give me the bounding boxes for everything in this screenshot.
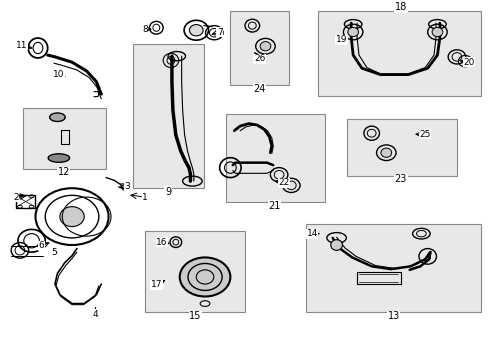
Bar [347,119,457,176]
Text: 18: 18 [395,3,407,12]
Ellipse shape [348,27,359,37]
Text: 12: 12 [57,167,70,177]
Text: 22: 22 [278,179,290,188]
Text: 13: 13 [388,311,400,321]
Ellipse shape [260,42,271,51]
Text: 17: 17 [150,280,162,289]
Text: 23: 23 [395,174,407,184]
Ellipse shape [331,240,343,250]
Text: 13: 13 [388,311,399,320]
Text: 9: 9 [165,187,171,196]
Text: 21: 21 [268,201,280,211]
Text: 9: 9 [165,187,171,197]
Text: 14: 14 [307,229,318,238]
Text: 16: 16 [156,238,168,247]
Ellipse shape [49,113,65,121]
Ellipse shape [381,148,392,157]
Text: 21: 21 [269,202,280,211]
Text: 4: 4 [92,310,98,319]
Text: 7: 7 [217,27,222,36]
Ellipse shape [190,24,203,36]
Text: 6: 6 [39,241,44,250]
Ellipse shape [48,154,70,162]
Text: 15: 15 [189,311,201,321]
Text: 3: 3 [124,182,130,191]
Text: 26: 26 [254,54,265,63]
Text: 5: 5 [51,248,57,257]
Ellipse shape [60,207,84,226]
Text: 24: 24 [253,84,266,94]
Text: 24: 24 [254,84,265,93]
Text: 19: 19 [336,35,347,44]
Bar [306,224,481,312]
Bar [230,12,289,85]
Bar [145,231,245,312]
Bar [24,108,106,169]
Text: 10: 10 [53,70,65,79]
Text: 15: 15 [190,311,201,320]
Text: 20: 20 [464,58,475,67]
Text: 25: 25 [419,130,431,139]
Bar [225,114,325,202]
Text: 12: 12 [58,168,70,177]
Text: 2: 2 [13,193,19,202]
Ellipse shape [180,257,230,297]
Ellipse shape [432,27,443,37]
Bar [133,44,203,188]
Text: 8: 8 [142,25,148,34]
Text: 23: 23 [395,175,407,184]
Text: 18: 18 [395,2,407,12]
Text: 11: 11 [16,41,27,50]
Text: 1: 1 [142,193,148,202]
Bar [318,11,481,96]
